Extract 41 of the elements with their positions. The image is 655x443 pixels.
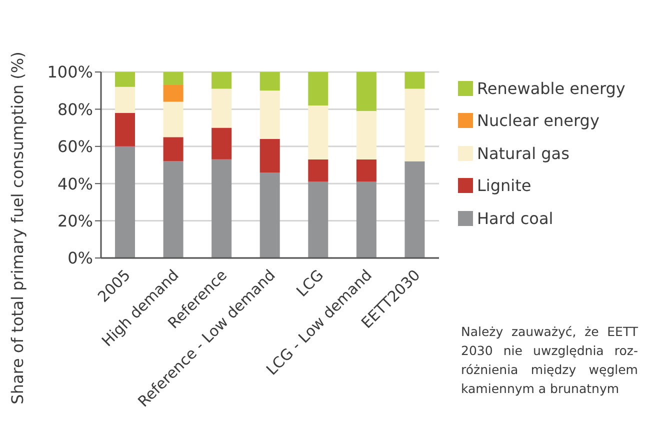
bar xyxy=(115,112,135,146)
bar xyxy=(163,137,184,162)
bar xyxy=(115,86,135,113)
y-axis-title: Share of total primary fuel consumption (%) xyxy=(8,50,28,406)
bar xyxy=(308,159,328,182)
y-tick-label: 20% xyxy=(57,211,93,230)
bar xyxy=(163,85,184,102)
legend-label: Natural gas xyxy=(477,144,570,163)
bar xyxy=(356,72,376,112)
bar xyxy=(356,182,376,258)
legend-label: Lignite xyxy=(477,176,532,196)
bar xyxy=(260,172,280,258)
y-tick-label: 40% xyxy=(57,174,93,194)
bar xyxy=(163,161,184,258)
bar xyxy=(404,161,425,258)
bar xyxy=(260,90,280,139)
y-tick-label: 0% xyxy=(68,248,93,268)
bar xyxy=(308,72,328,106)
bar xyxy=(404,72,425,89)
bar xyxy=(212,88,232,128)
bar xyxy=(212,72,232,89)
bar xyxy=(404,88,425,162)
bar xyxy=(115,146,135,258)
y-tick-label: 100% xyxy=(47,62,93,82)
y-tick-label: 60% xyxy=(57,137,93,156)
bar xyxy=(163,72,184,86)
text: Należy zauważyć, że EETT 2030 nie uwzględnia roz- różnienia między węglem kamiennym a brunatnym xyxy=(461,323,638,398)
bar xyxy=(115,72,135,87)
bar xyxy=(356,111,376,160)
y-tick-label: 80% xyxy=(57,100,93,119)
bar xyxy=(308,182,328,258)
bar xyxy=(308,105,328,160)
bar xyxy=(356,159,376,182)
bar xyxy=(212,159,232,258)
legend-label: Renewable energy xyxy=(477,78,626,98)
bar xyxy=(163,102,184,138)
legend-label: Hard coal xyxy=(477,208,554,228)
bar xyxy=(212,128,232,160)
bar xyxy=(260,72,280,91)
legend-label: Nuclear energy xyxy=(477,111,600,130)
bar xyxy=(260,138,280,172)
